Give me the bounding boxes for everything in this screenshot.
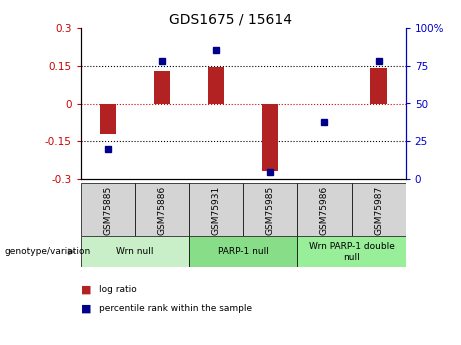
Text: GSM75987: GSM75987 [374, 186, 383, 235]
Bar [297, 236, 406, 267]
Text: percentile rank within the sample: percentile rank within the sample [99, 304, 252, 313]
Bar [297, 183, 352, 236]
Bar [135, 183, 189, 236]
Bar [352, 183, 406, 236]
Bar [262, 104, 278, 170]
Bar [189, 183, 243, 236]
Text: Wrn null: Wrn null [116, 247, 154, 256]
Bar [81, 236, 189, 267]
Text: PARP-1 null: PARP-1 null [218, 247, 269, 256]
Bar [81, 183, 135, 236]
Text: genotype/variation: genotype/variation [5, 247, 91, 256]
Text: GSM75886: GSM75886 [157, 186, 166, 235]
Text: ■: ■ [81, 285, 91, 295]
Bar [371, 68, 387, 104]
Text: log ratio: log ratio [99, 285, 137, 294]
Text: GSM75985: GSM75985 [266, 186, 275, 235]
Bar [154, 71, 170, 104]
Bar [243, 183, 297, 236]
Text: GSM75931: GSM75931 [212, 186, 221, 235]
Bar [189, 236, 297, 267]
Text: GSM75885: GSM75885 [103, 186, 112, 235]
Bar [208, 67, 224, 104]
Text: GDS1675 / 15614: GDS1675 / 15614 [169, 12, 292, 26]
Text: ■: ■ [81, 304, 91, 314]
Text: GSM75986: GSM75986 [320, 186, 329, 235]
Bar [100, 104, 116, 134]
Text: Wrn PARP-1 double
null: Wrn PARP-1 double null [308, 242, 395, 262]
